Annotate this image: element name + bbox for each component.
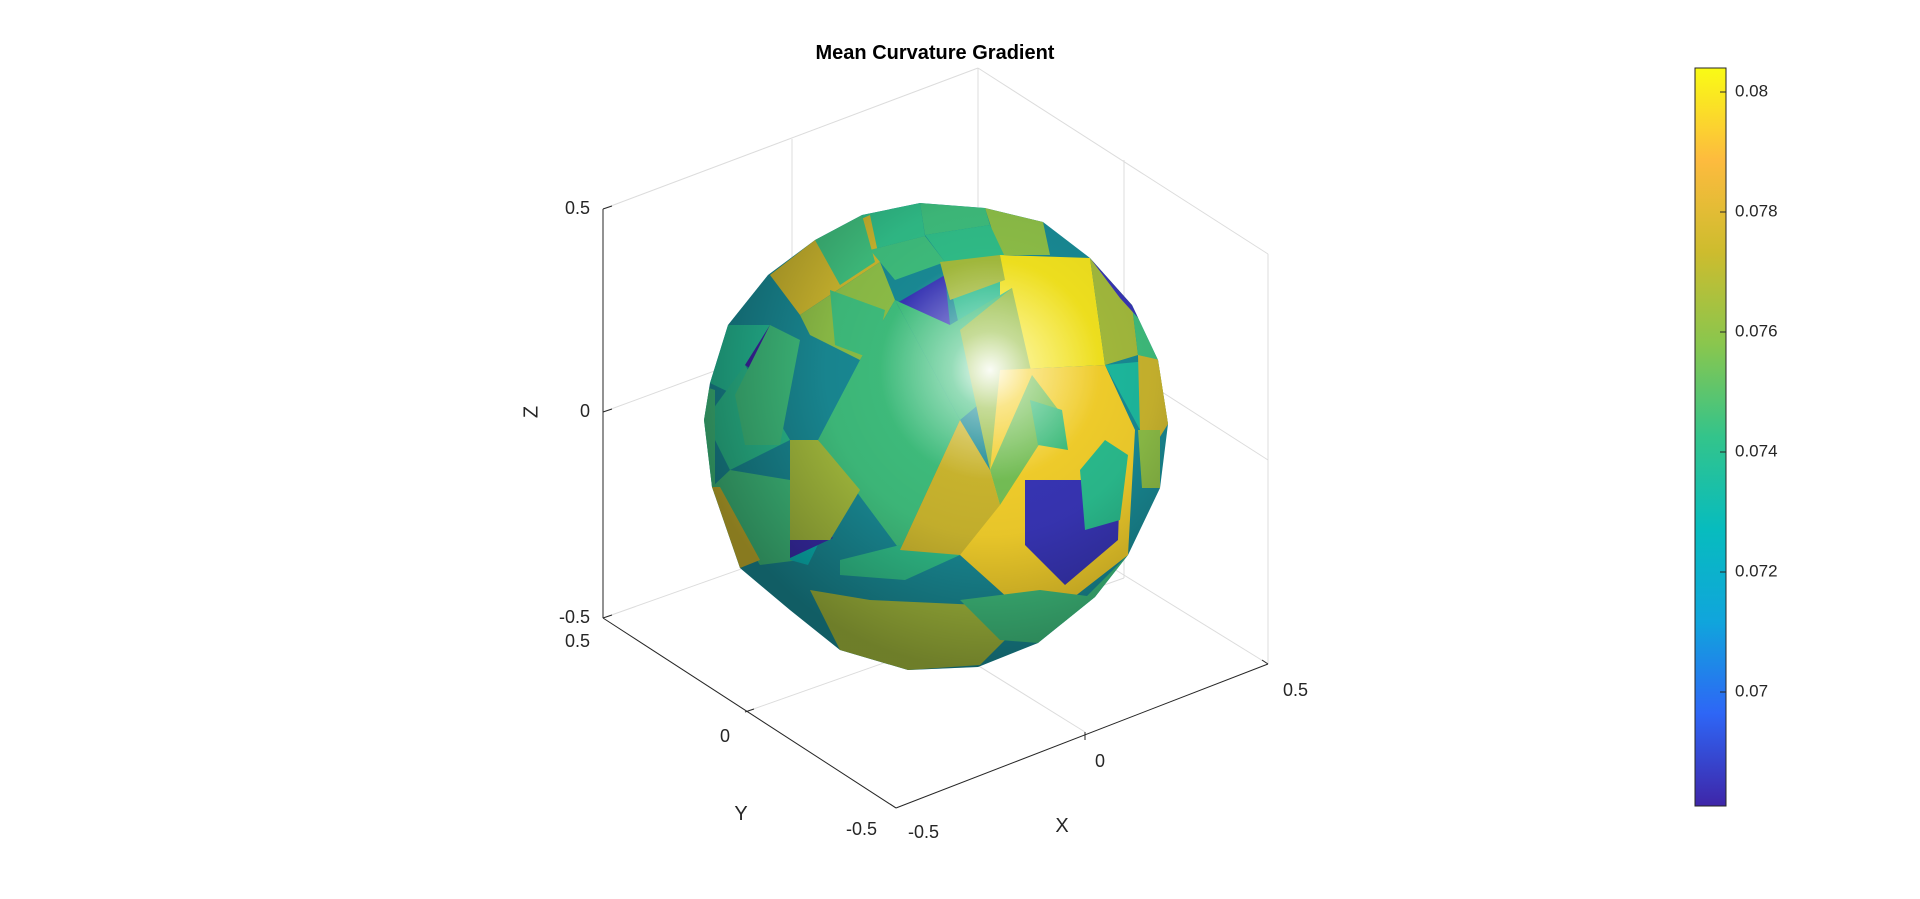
- x-tick-mark: [889, 803, 897, 809]
- z-tick-labels: 0.5 0 -0.5: [559, 198, 590, 627]
- y-tick-label: 0: [720, 726, 730, 746]
- z-axis-label: Z: [520, 406, 542, 418]
- x-tick-labels: -0.5 0 0.5: [908, 680, 1308, 842]
- y-axis-line: [602, 617, 897, 809]
- colorbar-tick-label: 0.076: [1735, 321, 1778, 340]
- colorbar-tick-label: 0.07: [1735, 681, 1768, 700]
- z-tick-mark: [602, 614, 613, 619]
- z-tick-label: -0.5: [559, 607, 590, 627]
- colorbar-ticks: 0.07 0.072 0.074 0.076 0.078 0.08: [1720, 81, 1778, 700]
- colorbar: 0.07 0.072 0.074 0.076 0.078 0.08: [1694, 67, 1778, 807]
- grid-line: [977, 67, 1269, 255]
- x-tick-label: -0.5: [908, 822, 939, 842]
- z-tick-mark: [602, 408, 613, 413]
- colorbar-bar: [1694, 67, 1727, 807]
- sphere-surface: [704, 203, 1168, 670]
- y-axis-label: Y: [734, 803, 747, 825]
- y-tick-label: -0.5: [846, 819, 877, 839]
- z-tick-mark: [602, 205, 613, 210]
- x-tick-mark: [1261, 659, 1269, 665]
- y-tick-labels: 0.5 0 -0.5: [565, 631, 877, 839]
- colorbar-tick-label: 0.08: [1735, 81, 1768, 100]
- colorbar-tick-label: 0.072: [1735, 561, 1778, 580]
- x-tick-label: 0: [1095, 751, 1105, 771]
- x-axis-line: [895, 663, 1269, 809]
- y-tick-mark: [744, 708, 755, 713]
- colorbar-tick-label: 0.074: [1735, 441, 1778, 460]
- z-tick-label: 0.5: [565, 198, 590, 218]
- colorbar-tick-label: 0.078: [1735, 201, 1778, 220]
- y-tick-label: 0.5: [565, 631, 590, 651]
- grid-line: [602, 67, 979, 210]
- chart-title: Mean Curvature Gradient: [816, 42, 1055, 64]
- x-axis-label: X: [1055, 815, 1068, 837]
- x-tick-label: 0.5: [1283, 680, 1308, 700]
- sphere-specular-overlay: [704, 203, 1168, 670]
- z-tick-label: 0: [580, 401, 590, 421]
